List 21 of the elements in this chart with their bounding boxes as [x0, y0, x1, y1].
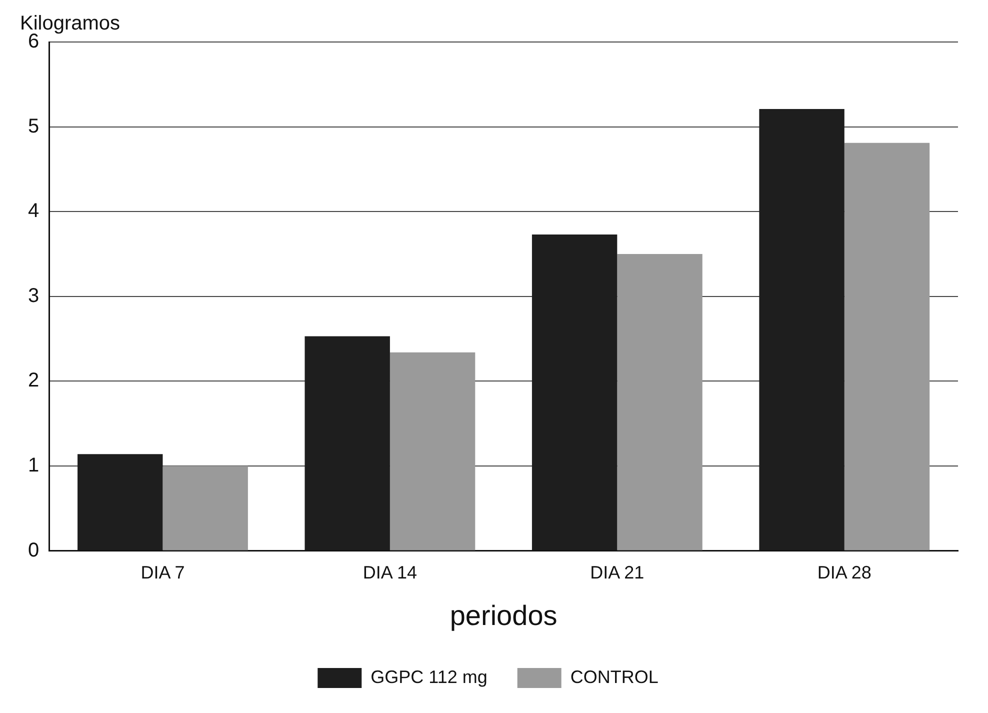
bar	[78, 454, 163, 550]
bar	[617, 254, 702, 550]
legend-label: GGPC 112 mg	[370, 666, 488, 687]
x-tick-label: DIA 14	[362, 562, 417, 583]
bar	[532, 234, 618, 550]
bar	[390, 352, 476, 550]
y-tick-label: 4	[28, 200, 40, 222]
y-tick-label: 1	[28, 454, 40, 477]
bar	[759, 108, 844, 550]
x-axis-title: periodos	[450, 600, 558, 631]
bar	[162, 466, 248, 550]
x-tick-label: DIA 7	[140, 562, 185, 583]
y-tick-label: 0	[28, 539, 40, 562]
legend-label: CONTROL	[570, 666, 658, 687]
y-tick-label: 2	[28, 370, 40, 392]
bar	[844, 142, 930, 550]
x-tick-label: DIA 28	[817, 562, 872, 583]
y-tick-label: 3	[28, 284, 40, 307]
bar	[304, 336, 390, 550]
x-tick-label: DIA 21	[590, 562, 644, 583]
y-tick-label: 5	[28, 115, 40, 138]
